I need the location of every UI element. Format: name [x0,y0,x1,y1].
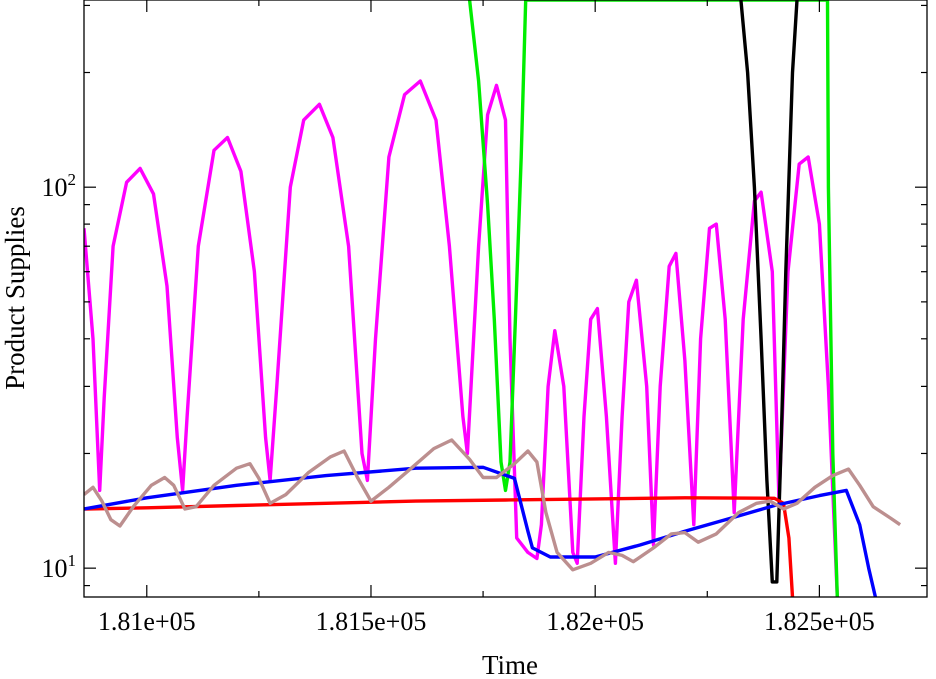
x-tick-label: 1.825e+05 [764,607,875,636]
x-tick-label: 1.815e+05 [316,607,427,636]
x-tick-label: 1.82e+05 [546,607,644,636]
series-line-2 [739,0,799,584]
series-line-1 [467,0,839,597]
y-tick-label: 102 [42,170,77,202]
series-layer [84,0,902,597]
y-axis-title: Product Supplies [0,206,30,390]
series-line-3 [84,496,795,597]
series-line-0 [84,79,839,597]
series-line-5 [84,438,902,572]
series-line-4 [84,465,878,597]
x-tick-label: 1.81e+05 [98,607,196,636]
tick-layer: 1.81e+05 1.815e+05 1.82e+05 1.825e+05 101 102 [42,0,927,636]
plot-frame [83,0,928,598]
x-axis-title: Time [482,650,538,679]
y-tick-label: 101 [42,551,77,583]
